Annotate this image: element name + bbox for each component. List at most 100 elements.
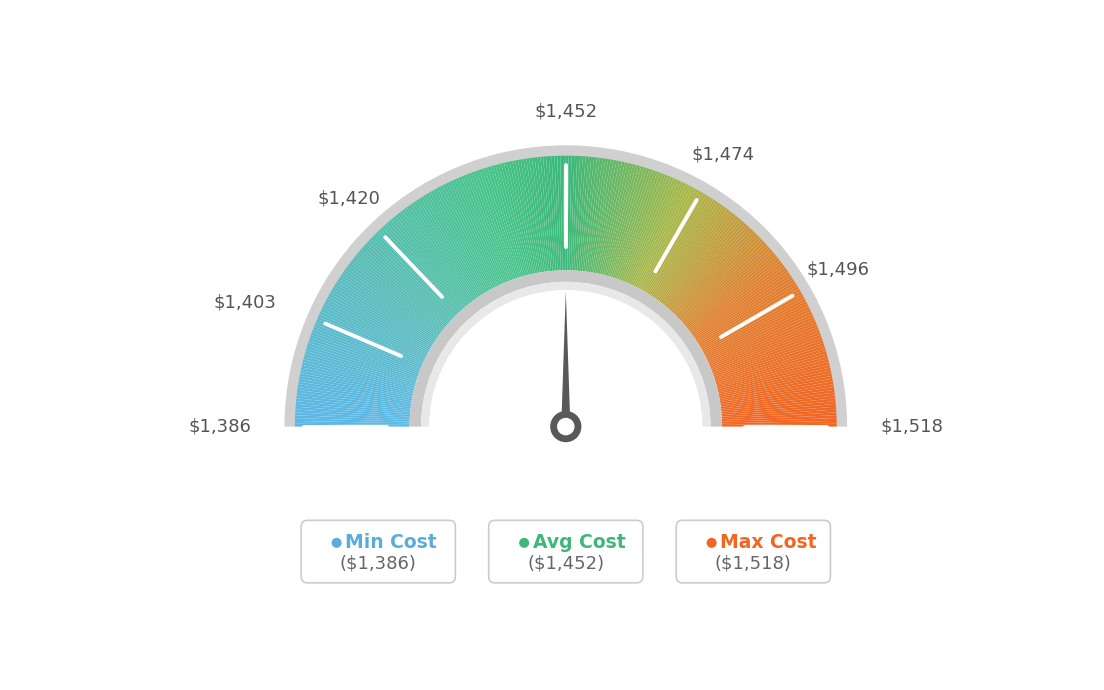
Wedge shape <box>669 224 747 310</box>
Wedge shape <box>498 164 529 275</box>
Wedge shape <box>395 215 469 305</box>
Wedge shape <box>719 368 830 394</box>
Wedge shape <box>683 248 771 324</box>
Wedge shape <box>585 158 603 272</box>
Wedge shape <box>688 258 779 331</box>
Wedge shape <box>582 157 597 271</box>
Wedge shape <box>594 160 616 273</box>
Wedge shape <box>707 308 810 360</box>
Wedge shape <box>332 286 432 347</box>
Wedge shape <box>552 156 560 270</box>
Wedge shape <box>326 299 428 354</box>
Wedge shape <box>496 164 527 275</box>
Wedge shape <box>560 156 564 270</box>
Wedge shape <box>310 335 418 375</box>
Wedge shape <box>435 188 492 290</box>
Circle shape <box>558 418 574 435</box>
Wedge shape <box>443 184 497 287</box>
Wedge shape <box>339 277 436 342</box>
Wedge shape <box>353 256 444 330</box>
Wedge shape <box>567 156 572 270</box>
Wedge shape <box>637 185 691 288</box>
Wedge shape <box>312 327 421 371</box>
Wedge shape <box>595 161 619 273</box>
Wedge shape <box>327 296 428 353</box>
Wedge shape <box>458 177 506 283</box>
Wedge shape <box>622 174 666 282</box>
Text: $1,403: $1,403 <box>214 294 277 312</box>
Wedge shape <box>340 275 436 340</box>
Wedge shape <box>672 229 753 314</box>
Wedge shape <box>423 195 485 294</box>
Wedge shape <box>295 410 410 418</box>
Wedge shape <box>318 314 424 363</box>
Wedge shape <box>381 227 460 313</box>
Wedge shape <box>295 421 410 425</box>
Wedge shape <box>626 177 673 283</box>
Wedge shape <box>445 183 498 286</box>
Wedge shape <box>393 216 467 306</box>
Wedge shape <box>618 172 660 280</box>
Wedge shape <box>314 324 421 369</box>
Wedge shape <box>357 252 446 327</box>
Wedge shape <box>581 157 594 271</box>
Wedge shape <box>722 421 837 425</box>
Wedge shape <box>359 250 447 326</box>
Wedge shape <box>718 359 829 389</box>
Wedge shape <box>681 244 767 322</box>
Wedge shape <box>331 288 432 348</box>
Wedge shape <box>670 226 750 312</box>
Wedge shape <box>635 184 689 287</box>
Wedge shape <box>713 337 822 377</box>
Wedge shape <box>578 157 592 271</box>
Wedge shape <box>549 156 558 270</box>
Wedge shape <box>469 172 511 281</box>
Wedge shape <box>661 213 734 304</box>
Wedge shape <box>712 332 820 374</box>
Wedge shape <box>325 301 427 355</box>
Wedge shape <box>704 301 807 355</box>
Wedge shape <box>460 176 507 282</box>
Wedge shape <box>296 401 411 413</box>
Circle shape <box>331 538 341 548</box>
Wedge shape <box>711 327 819 371</box>
Text: $1,474: $1,474 <box>691 145 755 163</box>
Wedge shape <box>715 351 827 384</box>
Wedge shape <box>571 156 577 270</box>
Wedge shape <box>696 277 793 342</box>
Wedge shape <box>718 362 829 391</box>
Wedge shape <box>652 201 718 297</box>
Wedge shape <box>721 393 835 408</box>
FancyBboxPatch shape <box>677 520 830 583</box>
Wedge shape <box>521 159 541 273</box>
Wedge shape <box>546 156 556 270</box>
Wedge shape <box>299 376 412 399</box>
Wedge shape <box>617 171 658 279</box>
Wedge shape <box>323 304 426 357</box>
Wedge shape <box>319 311 424 362</box>
Wedge shape <box>705 306 809 359</box>
Wedge shape <box>584 157 599 272</box>
Wedge shape <box>418 198 482 295</box>
Wedge shape <box>722 418 837 423</box>
Wedge shape <box>300 371 413 395</box>
Wedge shape <box>591 159 611 273</box>
Wedge shape <box>611 167 647 277</box>
Wedge shape <box>708 314 814 363</box>
Wedge shape <box>532 157 548 272</box>
Text: Min Cost: Min Cost <box>346 533 437 552</box>
Wedge shape <box>720 379 832 400</box>
Wedge shape <box>720 384 834 404</box>
Wedge shape <box>298 384 412 404</box>
Wedge shape <box>507 161 533 274</box>
Wedge shape <box>362 246 449 323</box>
Wedge shape <box>523 159 543 273</box>
Wedge shape <box>692 268 786 336</box>
Wedge shape <box>710 322 817 368</box>
Wedge shape <box>448 181 499 286</box>
Text: $1,420: $1,420 <box>317 190 380 208</box>
Wedge shape <box>699 284 797 346</box>
Wedge shape <box>639 188 697 290</box>
Wedge shape <box>414 201 479 297</box>
Wedge shape <box>625 176 671 282</box>
